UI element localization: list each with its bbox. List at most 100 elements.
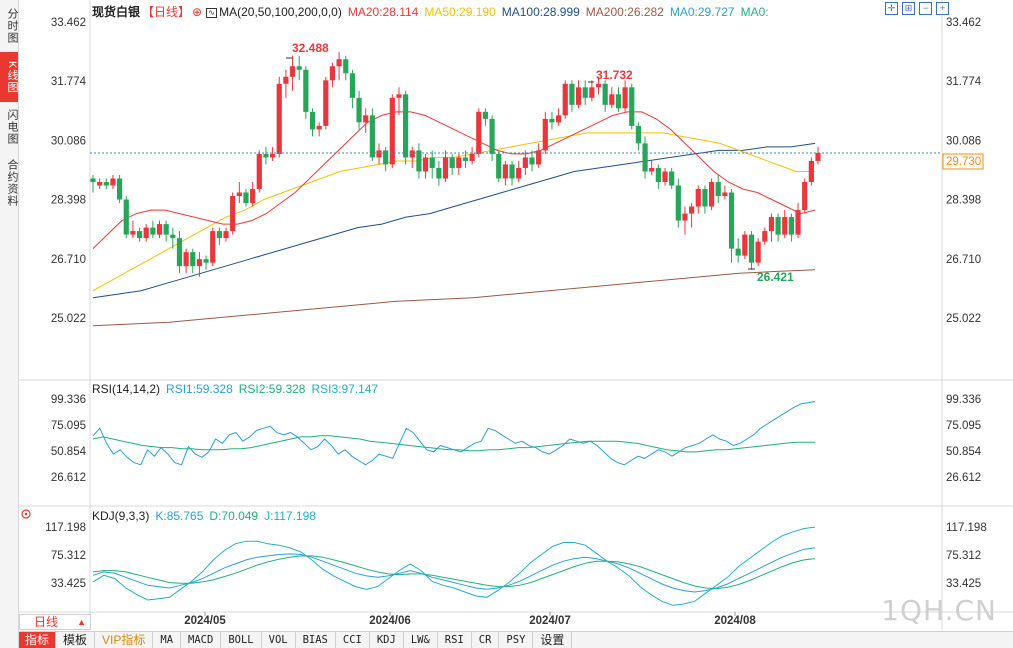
kdj-tick-left: 117.198 [45,522,86,534]
price-tick-left: 26.710 [51,254,86,266]
candle-body [682,213,688,221]
rsi-tick-right: 75.095 [946,420,981,432]
candle-body [516,167,522,179]
price-axis-right: 33.462 31.774 30.086 28.398 26.710 25.022 [946,17,982,325]
kdj-tick-left: 33.425 [51,578,86,590]
candle-body [735,248,741,256]
candle-body [269,153,276,158]
candle-body [722,192,728,197]
indicator-bar: 指标 模板 VIP指标 MA MACD BOLL VOL BIAS CCI KD… [19,631,1013,648]
period-selector-label: 日线 [34,615,59,629]
rsi-legend: RSI(14,14,2) RSI1:59.328 RSI2:59.328 RSI3:9… [92,382,384,396]
zoom-fit-icon[interactable]: ⊞ [902,2,915,15]
candle-body [383,150,389,165]
ma100-line [92,142,816,299]
candle-body [336,59,342,67]
candle-body [369,115,375,158]
price-tick-right: 31.774 [946,76,982,88]
ma200-line [92,269,816,327]
indicator-tab-boll[interactable]: BOLL [221,632,262,648]
side-tab-timeshare[interactable]: 分时图 [6,8,18,44]
indicator-tab-kdj[interactable]: KDJ [370,632,404,648]
candle-body [130,231,136,235]
kdj-k-line [92,547,816,593]
candle-body [609,94,615,105]
candle-body [522,157,528,168]
candle-body [655,167,661,182]
indicator-tab-rsi[interactable]: RSI [438,632,472,648]
kline-chart[interactable]: 33.462 31.774 30.086 28.398 26.710 25.022 33.… [0,0,1013,632]
indicator-tab-settings[interactable]: 设置 [533,632,573,648]
kdj-legend: KDJ(9,3,3) K:85.765 D:70.049 J:117.198 [92,509,322,523]
last-price-tag: 29.730 [946,156,981,168]
candle-body [529,157,535,165]
moving-average-lines [92,111,816,327]
candle-body [263,153,269,158]
indicator-tab-bias[interactable]: BIAS [296,632,336,648]
indicator-tab-macd[interactable]: MACD [181,632,222,648]
indicator-tab-cci[interactable]: CCI [336,632,370,648]
candle-body [363,115,369,123]
indicator-tab-psy[interactable]: PSY [499,632,534,648]
kdj-d-line [92,555,816,590]
candle-body [356,97,362,123]
candle-body [669,171,675,186]
watermark-logo: 1QH.CN [881,594,997,627]
minus-icon[interactable]: − [919,2,932,15]
candle-body [715,181,721,197]
plus-icon[interactable]: + [936,2,949,15]
indicator-tab-vol[interactable]: VOL [262,632,296,648]
rsi3-value: RSI3:97.147 [311,382,379,396]
candle-body [476,111,482,154]
indicator-tab-template[interactable]: 模板 [56,632,96,648]
candle-body [629,87,635,126]
indicator-tab-cr[interactable]: CR [472,632,500,648]
rsi1-value: RSI1:59.328 [166,382,233,396]
kdj-d-value: D:70.049 [209,509,259,523]
candle-body [582,87,588,98]
settings-icon[interactable]: ⊕ [192,5,203,19]
indicator-tab-vip[interactable]: VIP指标 [95,632,154,648]
rsi2-line [92,435,815,453]
side-tab-contract-info[interactable]: 合约资料 [6,159,18,207]
candle-body [103,181,109,186]
candle-body [256,153,262,190]
candle-body [802,181,808,211]
candle-body [442,157,449,179]
candle-body [196,259,203,267]
crosshair-icon[interactable]: ✛ [885,2,898,15]
candle-body [236,192,242,197]
price-tick-right: 25.022 [946,313,981,325]
kdj-tick-left: 75.312 [51,550,86,562]
candle-body [243,192,249,204]
candle-body [536,150,542,165]
panel-frames [19,0,1013,630]
candle-body [156,224,163,235]
candle-body [482,111,489,119]
candle-body [190,252,196,267]
candle-body [449,157,455,168]
indicator-tab-lwr[interactable]: LW& [404,632,438,648]
candlesticks [90,52,821,277]
side-tab-kline[interactable]: K线图 [0,52,18,102]
rsi-tick-left: 50.854 [51,446,87,458]
side-tab-lightning[interactable]: 闪电图 [6,109,18,145]
period-tag: 【日线】 [142,5,191,19]
candle-body [276,83,282,154]
candle-body [728,192,735,249]
candle-body [376,150,382,158]
date-tick: 2024/05 [184,615,226,627]
candle-body [569,83,575,105]
period-selector[interactable]: 日线 ▲ [19,614,91,630]
rsi1-line [92,401,816,466]
rsi-lines [92,401,816,466]
rsi-tick-right: 50.854 [946,446,982,458]
candle-body [496,153,502,179]
indicator-tab-zhibiao[interactable]: 指标 [19,632,57,648]
candle-body [702,189,708,207]
ma100-value: MA100:28.999 [501,5,580,19]
chart-type-icon[interactable]: ∿ [206,7,218,18]
candle-body [216,231,222,239]
indicator-tab-ma[interactable]: MA [153,632,182,648]
kdj-settings-icon[interactable] [21,509,31,519]
